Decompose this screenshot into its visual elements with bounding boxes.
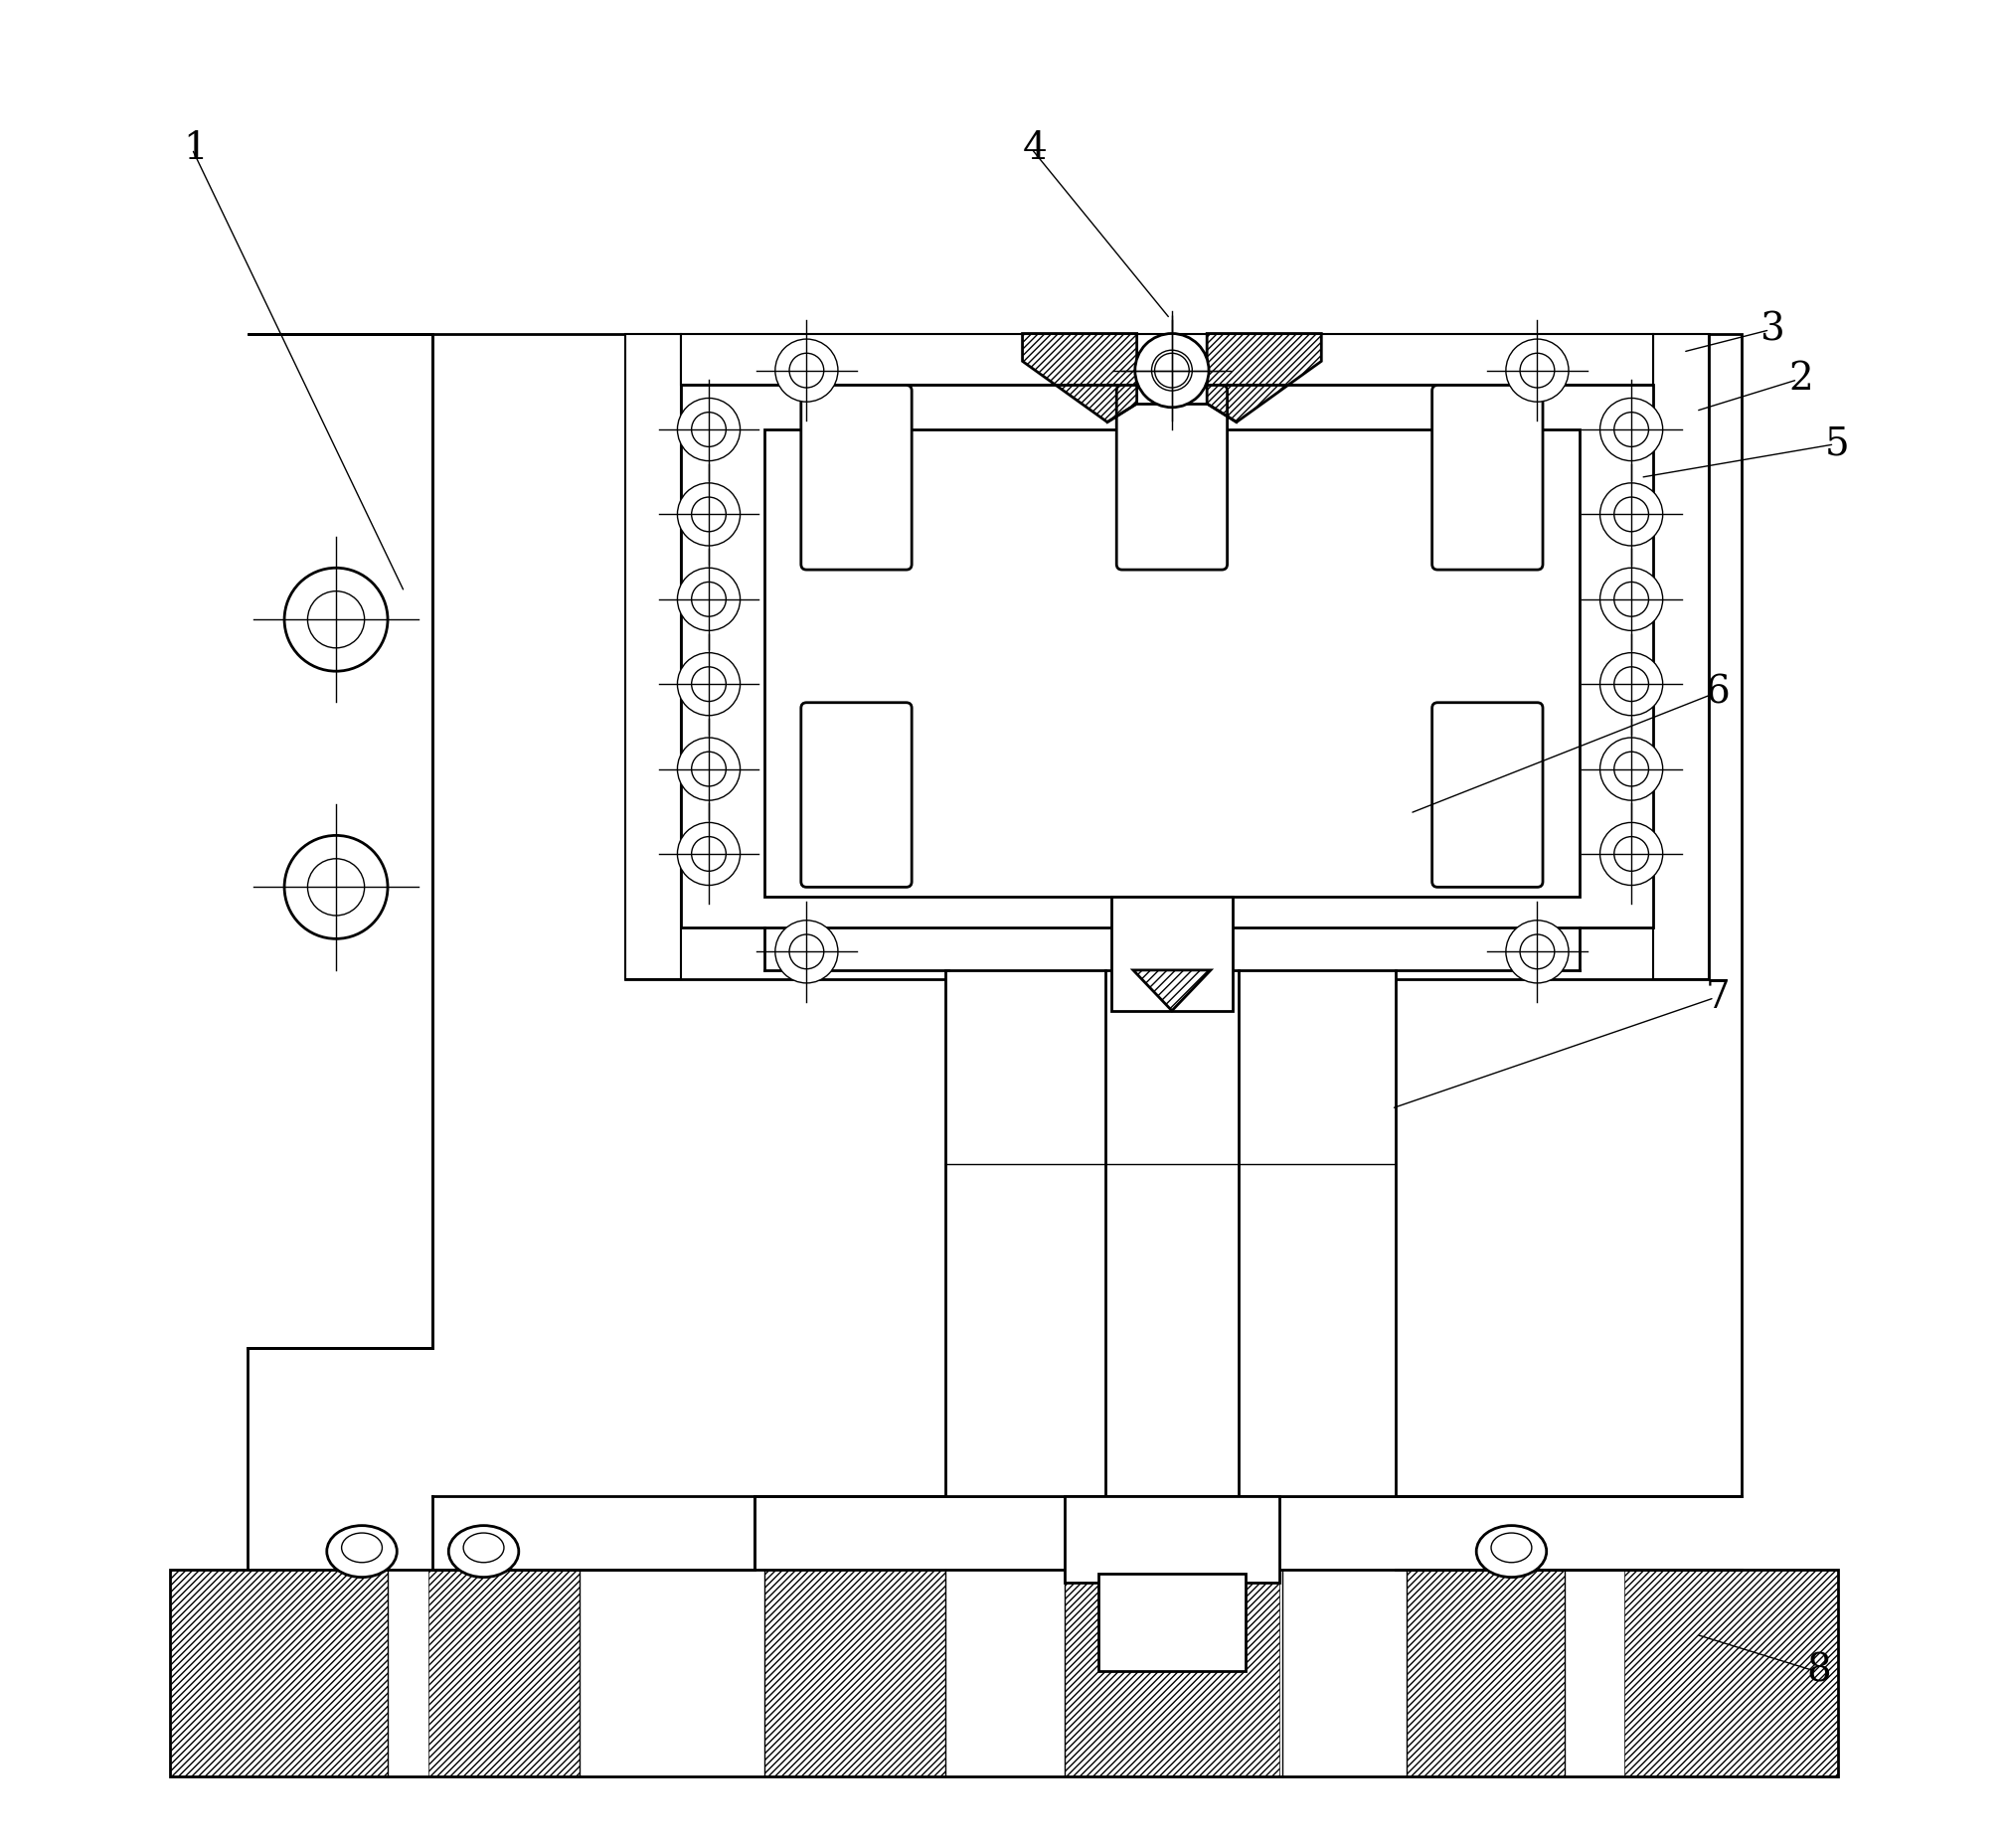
- Bar: [1064, 1497, 1279, 1582]
- Bar: [171, 1569, 388, 1776]
- Circle shape: [677, 482, 741, 545]
- Bar: [1064, 1569, 1279, 1776]
- Bar: [765, 429, 1580, 896]
- Text: 3: 3: [1761, 312, 1785, 347]
- Bar: [1110, 896, 1233, 1011]
- Circle shape: [677, 737, 741, 800]
- Bar: [681, 384, 1653, 928]
- Bar: [1406, 1569, 1564, 1776]
- Circle shape: [1135, 333, 1209, 407]
- Text: 8: 8: [1807, 1652, 1831, 1689]
- Text: 7: 7: [1705, 979, 1729, 1016]
- Bar: [428, 1569, 580, 1776]
- Circle shape: [1506, 338, 1568, 401]
- Circle shape: [775, 338, 837, 401]
- Circle shape: [1506, 920, 1568, 983]
- FancyBboxPatch shape: [1116, 384, 1227, 569]
- Bar: [1624, 1569, 1837, 1776]
- Bar: [626, 333, 1709, 979]
- Circle shape: [775, 920, 837, 983]
- Text: 4: 4: [1022, 131, 1048, 168]
- FancyBboxPatch shape: [1432, 384, 1542, 569]
- Text: 6: 6: [1705, 675, 1729, 711]
- Ellipse shape: [448, 1526, 518, 1576]
- Circle shape: [677, 822, 741, 885]
- Bar: [681, 333, 1653, 384]
- Circle shape: [677, 567, 741, 630]
- Bar: [681, 333, 1653, 384]
- Bar: [1653, 333, 1709, 979]
- Text: 2: 2: [1789, 360, 1813, 397]
- Circle shape: [1600, 822, 1663, 885]
- Circle shape: [285, 567, 388, 671]
- Ellipse shape: [1476, 1526, 1546, 1576]
- Bar: [626, 333, 681, 979]
- FancyBboxPatch shape: [801, 702, 912, 887]
- Bar: [946, 970, 1396, 1497]
- Polygon shape: [247, 333, 1743, 1624]
- Text: 1: 1: [183, 131, 207, 168]
- Circle shape: [1600, 397, 1663, 460]
- Bar: [765, 1569, 946, 1776]
- Bar: [1653, 333, 1709, 979]
- Bar: [626, 333, 681, 979]
- Circle shape: [1141, 338, 1203, 401]
- Circle shape: [677, 397, 741, 460]
- Bar: [171, 1569, 1837, 1776]
- FancyBboxPatch shape: [1432, 702, 1542, 887]
- Text: 5: 5: [1825, 425, 1849, 462]
- Circle shape: [1600, 652, 1663, 715]
- Circle shape: [1600, 482, 1663, 545]
- Circle shape: [677, 652, 741, 715]
- Ellipse shape: [327, 1526, 398, 1576]
- Bar: [1098, 1573, 1245, 1671]
- Circle shape: [1600, 737, 1663, 800]
- Circle shape: [1600, 567, 1663, 630]
- Circle shape: [285, 835, 388, 939]
- FancyBboxPatch shape: [801, 384, 912, 569]
